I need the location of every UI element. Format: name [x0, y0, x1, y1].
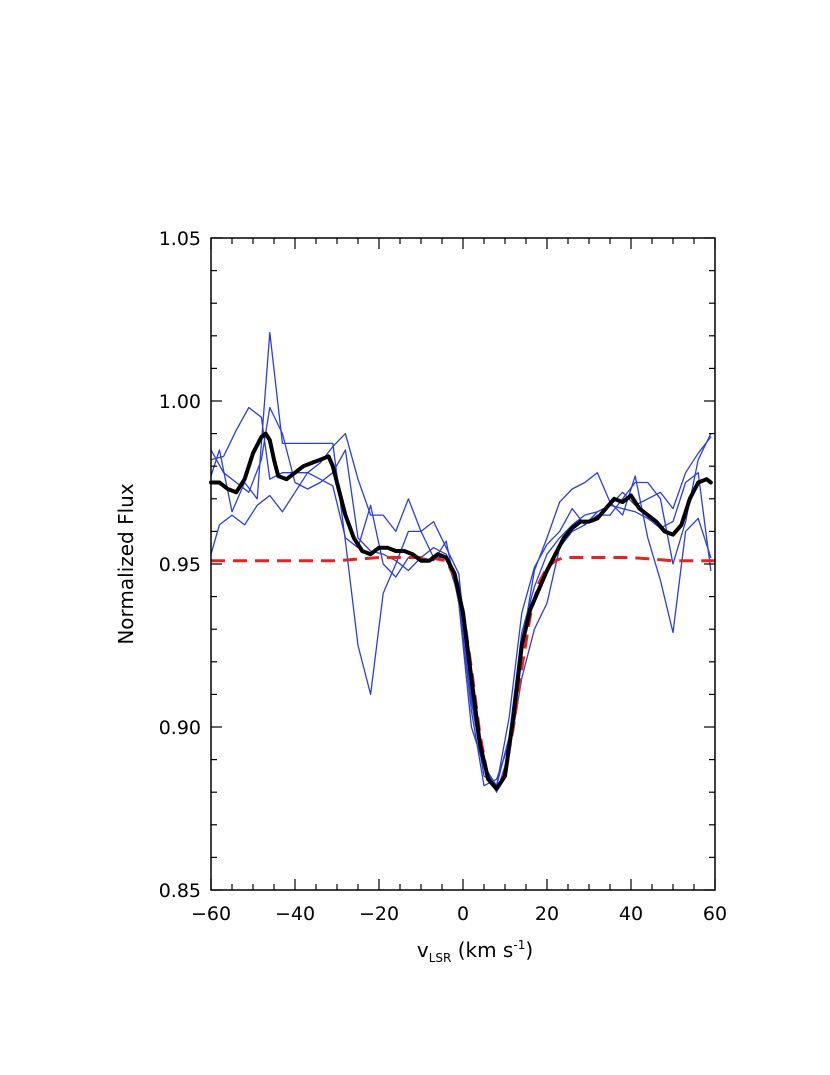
y-tick-label: 0.85	[159, 880, 201, 902]
x-axis-label-close: )	[525, 938, 533, 962]
y-tick-label: 1.00	[159, 391, 201, 413]
x-axis-label-v: v	[417, 938, 429, 962]
y-tick-label: 0.90	[159, 717, 201, 739]
average-spectrum-line	[209, 431, 713, 791]
observed-spectrum-line-3	[210, 406, 712, 787]
x-axis-label-superscript: -1	[513, 938, 525, 952]
x-axis-label: vLSR (km s-1)	[417, 938, 533, 965]
x-tick-label: 20	[535, 903, 559, 925]
x-tick-label: 60	[703, 903, 727, 925]
y-axis-label: Normalized Flux	[114, 483, 138, 645]
x-tick-label: −60	[191, 903, 231, 925]
x-tick-label: −40	[275, 903, 315, 925]
model-fit-line	[211, 556, 715, 791]
axis-ticks	[210, 237, 716, 891]
x-tick-label: 0	[457, 903, 469, 925]
x-tick-label: 40	[619, 903, 643, 925]
observed-spectrum-line-2	[210, 432, 712, 793]
tick-labels: −60 −40 −20 0 20 40 60 0.85 0.90 0.95 1.00 1.05	[159, 228, 727, 925]
x-axis-label-subscript: LSR	[429, 951, 452, 965]
y-tick-label: 1.05	[159, 228, 201, 250]
x-axis-label-units: (km s	[451, 938, 513, 962]
y-tick-label: 0.95	[159, 554, 201, 576]
plot-frame	[210, 237, 716, 891]
x-tick-label: −20	[359, 903, 399, 925]
data-traces	[209, 331, 715, 793]
